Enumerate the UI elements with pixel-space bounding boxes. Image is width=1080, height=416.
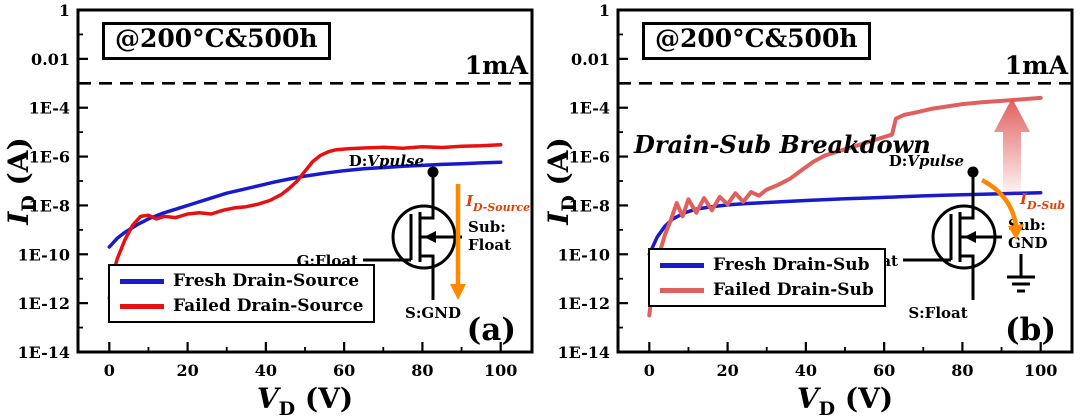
x-tick-label: 0 (104, 361, 115, 380)
breakdown-annotation: Drain-Sub Breakdown (634, 130, 931, 159)
legend-label-failed: Failed Drain-Source (173, 296, 364, 316)
y-tick-label: 1E-12 (17, 294, 70, 313)
legend-line-fresh-icon (120, 278, 164, 284)
legend-item-failed: Failed Drain-Sub (660, 280, 874, 300)
y-axis-title-a: ID (A) (2, 137, 40, 226)
axes-layer-a: 0 20 40 60 80 100 1 0.01 1E-4 1E-6 1E-8 1E-10 1E-12 1… (17, 1, 534, 380)
x-axis-title-a: VD (V) (257, 382, 353, 416)
drain-label: D:Vpulse (349, 152, 424, 170)
curve-failed-drain-sub (647, 95, 1043, 318)
ref-line-label-a: 1mA (465, 51, 529, 80)
y-tick-label: 1E-8 (29, 196, 70, 215)
y-tick-label: 1E-10 (17, 245, 70, 264)
legend-b: Fresh Drain-Sub Failed Drain-Sub (648, 248, 886, 307)
x-tick-label: 0 (644, 361, 655, 380)
schematic-labels-a: D:Vpulse G:Float Sub: Float S:GND ID-Sou… (297, 152, 530, 322)
drain-lead (420, 172, 435, 220)
mosfet-schematic-b (903, 166, 1035, 300)
panel-a: 0 20 40 60 80 100 1 0.01 1E-4 1E-6 1E-8 1E-10 1E-12 1… (2, 1, 534, 416)
y-tick-label: 1E-4 (29, 99, 70, 118)
x-tick-label: 80 (411, 361, 433, 380)
y-tick-label: 1E-14 (557, 343, 610, 362)
drain-lead (960, 172, 975, 220)
y-tick-label: 0.01 (31, 50, 70, 69)
legend-item-failed: Failed Drain-Source (120, 296, 363, 316)
y-tick-label: 1 (59, 1, 70, 20)
y-tick-label: 1E-4 (569, 99, 610, 118)
legend-label-fresh: Fresh Drain-Sub (713, 255, 870, 275)
body-arrowhead (964, 231, 976, 243)
legend-item-fresh: Fresh Drain-Sub (660, 255, 874, 275)
y-tick-label: 1E-6 (569, 148, 610, 167)
legend-label-failed: Failed Drain-Sub (713, 280, 874, 300)
curve-failed-drain-source (107, 143, 503, 301)
condition-badge-a: @200°C&500h (102, 22, 331, 60)
breakdown-arrow-icon (994, 98, 1030, 194)
y-tick-label: 0.01 (571, 50, 610, 69)
panel-b: 0 20 40 60 80 100 1 0.01 1E-4 1E-6 1E-8 1E-10 1E-12 1… (540, 0, 1080, 416)
y-tick-label: 1E-8 (569, 196, 610, 215)
legend-line-failed-icon (120, 303, 164, 309)
legend-line-fresh-icon (660, 262, 704, 268)
x-tick-label: 40 (795, 361, 817, 380)
y-tick-label: 1E-12 (557, 294, 610, 313)
sub-label-line1: Sub: (468, 218, 506, 236)
chart-a: 0 20 40 60 80 100 1 0.01 1E-4 1E-6 1E-8 1E-10 1E-12 1… (2, 1, 534, 416)
x-tick-label: 20 (716, 361, 738, 380)
panel-letter-a: (a) (466, 312, 516, 348)
y-axis-title-b: ID (A) (542, 137, 580, 226)
current-arrow-icon-b (980, 178, 1024, 240)
sub-label-line2: Float (468, 236, 511, 254)
drain-node-dot (427, 166, 439, 178)
source-label: S:GND (405, 304, 461, 322)
legend-label-fresh: Fresh Drain-Source (173, 271, 360, 291)
source-lead (960, 254, 975, 300)
legend-a: Fresh Drain-Source Failed Drain-Source (108, 264, 376, 323)
x-tick-label: 60 (873, 361, 895, 380)
sub-label-line2: GND (1008, 234, 1048, 252)
x-tick-label: 80 (951, 361, 973, 380)
axes-layer-b: 0 20 40 60 80 100 1 0.01 1E-4 1E-6 1E-8 1E-10 1E-12 1… (557, 1, 1074, 380)
mosfet-schematic-a (363, 166, 462, 300)
current-arrow-icon-a (450, 184, 466, 300)
x-axis-title-b: VD (V) (797, 382, 893, 416)
current-label-b: ID-Sub (1019, 190, 1065, 212)
x-tick-label: 20 (176, 361, 198, 380)
y-tick-label: 1E-10 (557, 245, 610, 264)
condition-badge-b: @200°C&500h (642, 22, 871, 60)
x-tick-label: 100 (484, 361, 517, 380)
ref-line-label-b: 1mA (1005, 51, 1069, 80)
x-tick-label: 40 (255, 361, 277, 380)
legend-line-failed-icon (660, 287, 704, 293)
current-label-a: ID-Source (465, 192, 530, 214)
source-lead (420, 254, 435, 300)
ground-icon (1007, 254, 1035, 293)
y-tick-label: 1E-6 (29, 148, 70, 167)
x-tick-label: 100 (1024, 361, 1057, 380)
y-tick-label: 1 (599, 1, 610, 20)
x-tick-label: 60 (333, 361, 355, 380)
legend-item-fresh: Fresh Drain-Source (120, 271, 363, 291)
y-tick-label: 1E-14 (17, 343, 70, 362)
body-arrowhead (424, 231, 436, 243)
source-label: S:Float (908, 304, 967, 322)
drain-node-dot (967, 166, 979, 178)
chart-b: 0 20 40 60 80 100 1 0.01 1E-4 1E-6 1E-8 1E-10 1E-12 1… (542, 1, 1074, 416)
panel-letter-b: (b) (1004, 312, 1056, 348)
drain-label: D:Vpulse (889, 152, 964, 170)
curve-fresh-drain-source (107, 160, 503, 249)
